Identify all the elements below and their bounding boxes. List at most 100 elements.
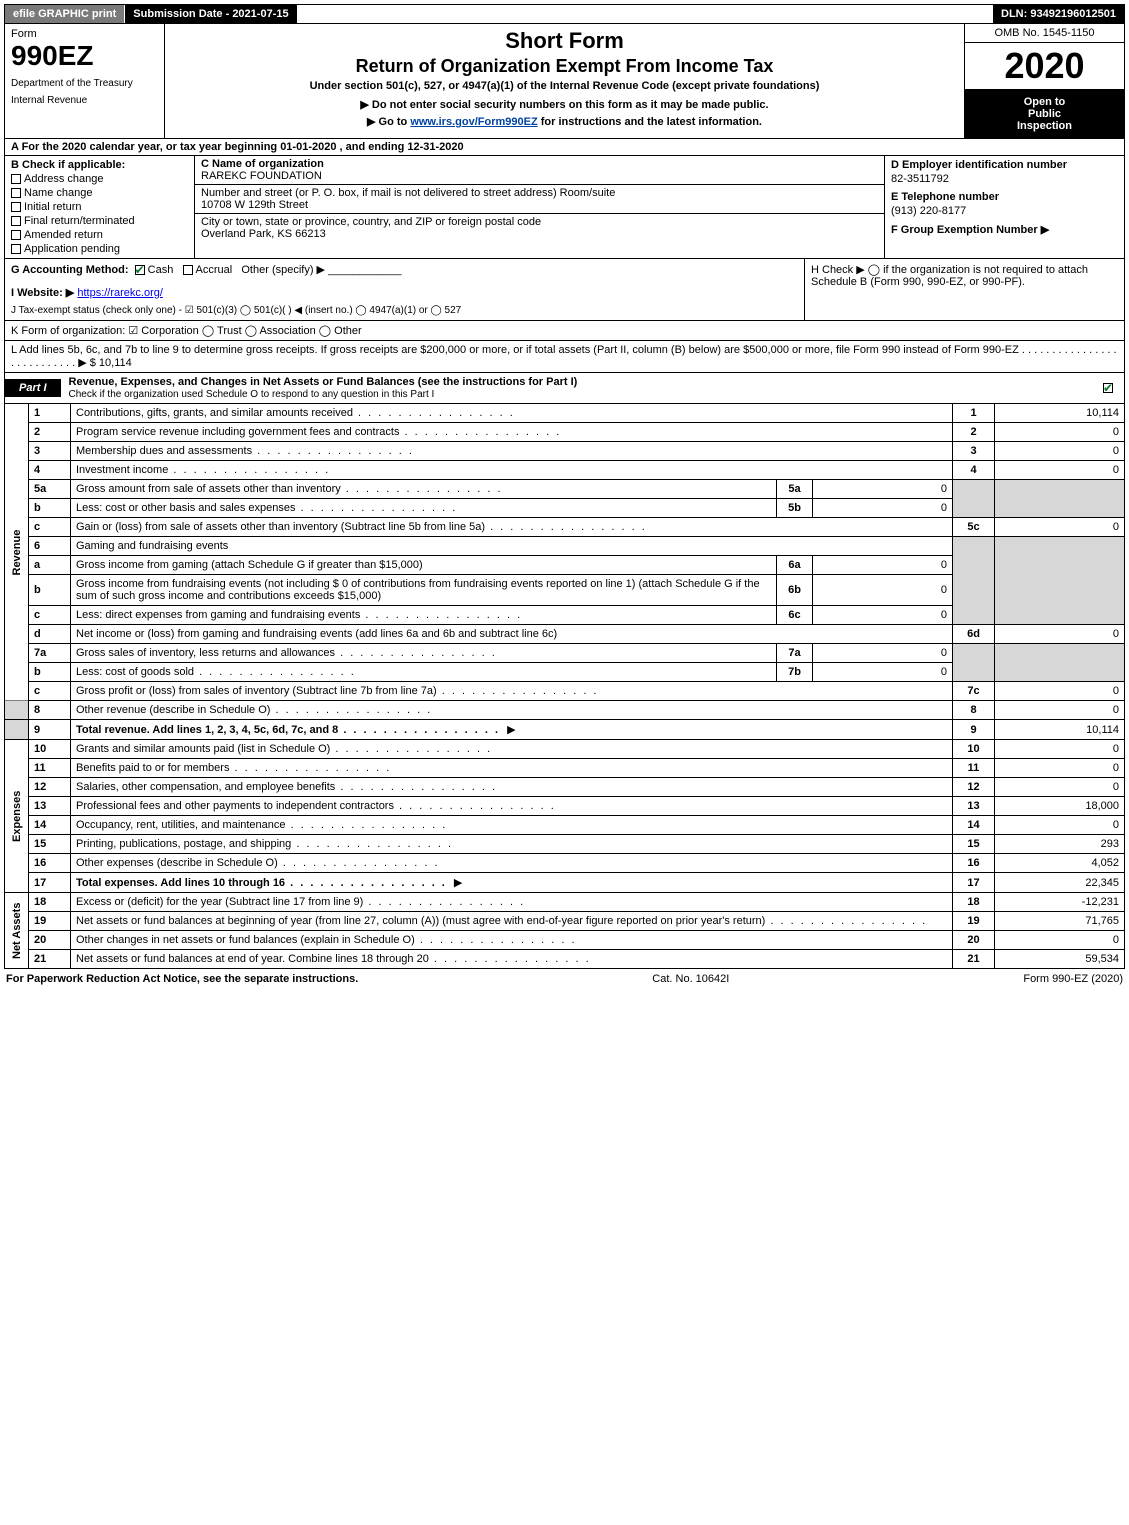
amt-17: 22,345 (995, 873, 1125, 893)
section-g-h: G Accounting Method: Cash Accrual Other … (4, 259, 1125, 321)
goto-post: for instructions and the latest informat… (541, 116, 762, 128)
ck-address-change[interactable]: Address change (11, 173, 188, 185)
irs-link[interactable]: www.irs.gov/Form990EZ (410, 116, 537, 128)
dept-line1: Department of the Treasury (11, 78, 158, 89)
gh-left: G Accounting Method: Cash Accrual Other … (5, 259, 804, 320)
num-5c: 5c (953, 518, 995, 537)
num-7c: 7c (953, 682, 995, 701)
part-1-schedule-o-check[interactable] (1095, 382, 1124, 394)
ln-8: 8 (29, 701, 71, 720)
ck-application-pending[interactable]: Application pending (11, 243, 188, 255)
page-footer: For Paperwork Reduction Act Notice, see … (4, 969, 1125, 985)
ln-6: 6 (29, 537, 71, 556)
ck-initial-return[interactable]: Initial return (11, 201, 188, 213)
subv-6b: 0 (813, 575, 953, 606)
ln-7c: c (29, 682, 71, 701)
line-i: I Website: ▶ https://rarekc.org/ (11, 286, 798, 299)
footer-cat-no: Cat. No. 10642I (358, 973, 1023, 985)
amt-14: 0 (995, 816, 1125, 835)
lbl-5c: Gain or (loss) from sale of assets other… (71, 518, 953, 537)
ln-7a: 7a (29, 644, 71, 663)
lbl-5b: Less: cost or other basis and sales expe… (71, 499, 777, 518)
ein-value: 82-3511792 (891, 173, 1118, 185)
org-city-state-zip: Overland Park, KS 66213 (201, 228, 878, 240)
num-3: 3 (953, 442, 995, 461)
dln-label: DLN: 93492196012501 (993, 5, 1124, 23)
org-street: 10708 W 129th Street (201, 199, 878, 211)
subv-6c: 0 (813, 606, 953, 625)
lbl-13: Professional fees and other payments to … (71, 797, 953, 816)
efile-print-button[interactable]: efile GRAPHIC print (5, 5, 125, 23)
amt-10: 0 (995, 740, 1125, 759)
lbl-3: Membership dues and assessments (71, 442, 953, 461)
ck-amended-return[interactable]: Amended return (11, 229, 188, 241)
omb-number: OMB No. 1545-1150 (965, 24, 1124, 43)
amt-21: 59,534 (995, 950, 1125, 969)
ln-6a: a (29, 556, 71, 575)
ln-13: 13 (29, 797, 71, 816)
goto-pre: ▶ Go to (367, 116, 410, 128)
side-net-assets: Net Assets (5, 893, 29, 969)
gray-5v (995, 480, 1125, 518)
subn-6c: 6c (777, 606, 813, 625)
ck-accrual[interactable] (183, 265, 193, 275)
website-link[interactable]: https://rarekc.org/ (77, 287, 163, 299)
footer-form-id: Form 990-EZ (2020) (1023, 973, 1123, 985)
amt-20: 0 (995, 931, 1125, 950)
ln-12: 12 (29, 778, 71, 797)
lbl-12: Salaries, other compensation, and employ… (71, 778, 953, 797)
ln-2: 2 (29, 423, 71, 442)
num-6d: 6d (953, 625, 995, 644)
amt-5c: 0 (995, 518, 1125, 537)
title-short-form: Short Form (171, 28, 958, 54)
part-1-desc: Revenue, Expenses, and Changes in Net As… (61, 373, 1095, 403)
lbl-6a: Gross income from gaming (attach Schedul… (71, 556, 777, 575)
num-15: 15 (953, 835, 995, 854)
line-l: L Add lines 5b, 6c, and 7b to line 9 to … (4, 341, 1125, 373)
amt-7c: 0 (995, 682, 1125, 701)
subn-6a: 6a (777, 556, 813, 575)
header-left: Form 990EZ Department of the Treasury In… (5, 24, 165, 138)
ln-5b: b (29, 499, 71, 518)
d-label: D Employer identification number (891, 159, 1118, 171)
side-revenue: Revenue (5, 404, 29, 701)
num-16: 16 (953, 854, 995, 873)
ln-19: 19 (29, 912, 71, 931)
gray-7v (995, 644, 1125, 682)
ck-cash[interactable] (135, 265, 145, 275)
f-label: F Group Exemption Number ▶ (891, 223, 1118, 236)
title-ssn-warning: ▶ Do not enter social security numbers o… (171, 98, 958, 111)
line-h: H Check ▶ ◯ if the organization is not r… (804, 259, 1124, 320)
ln-9: 9 (29, 720, 71, 740)
submission-date-button[interactable]: Submission Date - 2021-07-15 (125, 5, 297, 23)
phone-value: (913) 220-8177 (891, 205, 1118, 217)
ln-15: 15 (29, 835, 71, 854)
ln-1: 1 (29, 404, 71, 423)
ln-17: 17 (29, 873, 71, 893)
lbl-1: Contributions, gifts, grants, and simila… (71, 404, 953, 423)
num-19: 19 (953, 912, 995, 931)
ck-final-return[interactable]: Final return/terminated (11, 215, 188, 227)
org-name: RAREKC FOUNDATION (201, 170, 878, 182)
num-13: 13 (953, 797, 995, 816)
amt-11: 0 (995, 759, 1125, 778)
lbl-6: Gaming and fundraising events (71, 537, 953, 556)
side-blank1 (5, 701, 29, 720)
ck-name-change[interactable]: Name change (11, 187, 188, 199)
gray-7 (953, 644, 995, 682)
num-2: 2 (953, 423, 995, 442)
amt-2: 0 (995, 423, 1125, 442)
title-goto: ▶ Go to www.irs.gov/Form990EZ for instru… (171, 115, 958, 128)
num-12: 12 (953, 778, 995, 797)
form-word: Form (11, 28, 158, 40)
part-1-header: Part I Revenue, Expenses, and Changes in… (4, 373, 1125, 404)
subv-5a: 0 (813, 480, 953, 499)
open-l3: Inspection (967, 120, 1122, 132)
num-4: 4 (953, 461, 995, 480)
b-title: B Check if applicable: (11, 159, 188, 171)
ln-11: 11 (29, 759, 71, 778)
num-1: 1 (953, 404, 995, 423)
amt-12: 0 (995, 778, 1125, 797)
lbl-19: Net assets or fund balances at beginning… (71, 912, 953, 931)
ln-3: 3 (29, 442, 71, 461)
